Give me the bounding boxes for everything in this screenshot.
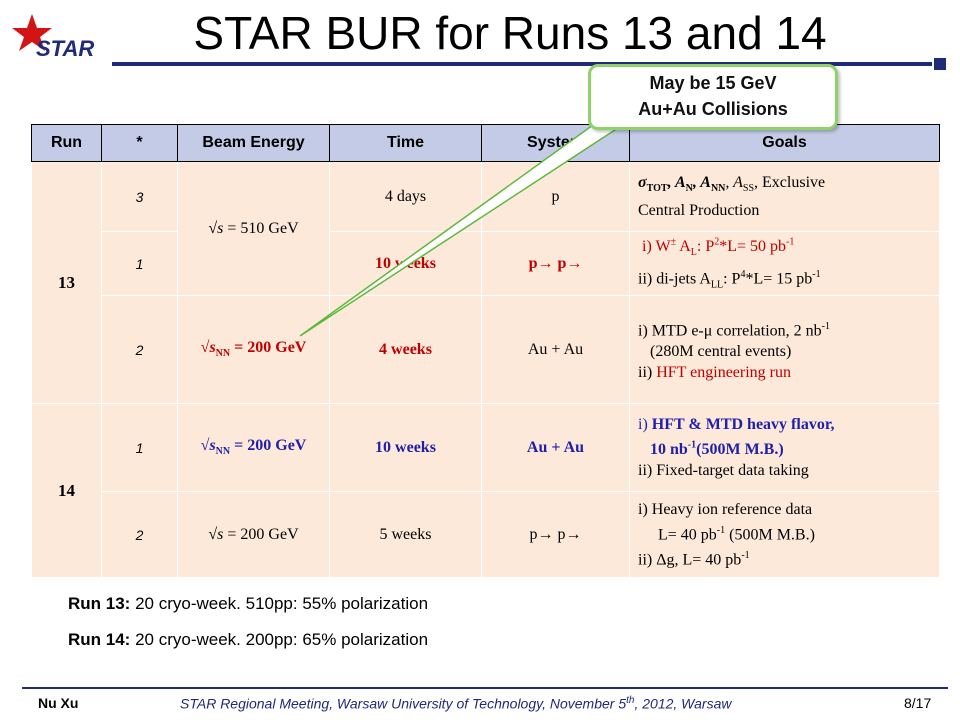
system-cell: p→ p→ (481, 491, 630, 579)
column-header-system: System (481, 124, 630, 162)
priority-cell: 2 (101, 295, 178, 405)
priority-cell: 1 (101, 230, 178, 297)
system-cell: p→ p→ (481, 230, 630, 297)
sqrt-s-symbol: s (201, 339, 215, 357)
table-row: 13 3 s = 510 GeV 4 days p σTOT, AN, ANN,… (31, 160, 940, 405)
time-cell: 10 weeks (329, 403, 482, 493)
time-cell: 5 weeks (329, 491, 482, 579)
callout-box: May be 15 GeV Au+Au Collisions (588, 64, 838, 130)
footer-divider (22, 687, 948, 689)
goals-cell: σTOT, AN, ANN, ASS, Exclusive Central Pr… (629, 161, 940, 232)
goals-cell: i) HFT & MTD heavy flavor, 10 nb-1(500M … (629, 403, 940, 493)
footer-page-number: 8/17 (904, 695, 932, 711)
beam-energy-value: = 510 GeV (227, 219, 299, 237)
title-underline (112, 62, 932, 66)
table-row: 2 sNN = 200 GeV 4 weeks Au + Au i) MTD e… (32, 295, 940, 405)
run-14-note: Run 14: 20 cryo-week. 200pp: 65% polariz… (68, 630, 429, 649)
priority-cell: 2 (101, 491, 178, 579)
table-row: 2 s = 200 GeV 5 weeks p→ p→ i) Heavy ion… (32, 491, 940, 579)
sqrt-s-symbol: s (208, 526, 223, 544)
priority-cell: 3 (101, 161, 178, 232)
column-header-time: Time (329, 124, 482, 162)
goals-cell: i) Heavy ion reference data L= 40 pb-1 (… (629, 491, 940, 579)
time-cell: 4 weeks (329, 295, 482, 405)
callout-line-1: May be 15 GeV (649, 73, 777, 93)
run-plan-table: Run * Beam Energy Time System Goals 13 3… (31, 124, 940, 579)
beam-energy-cell: sNN = 200 GeV (177, 295, 330, 405)
goals-cell: i) MTD e-μ correlation, 2 nb-1 (280M cen… (629, 295, 940, 405)
run-13-note: Run 13: 20 cryo-week. 510pp: 55% polariz… (68, 594, 429, 613)
system-cell: Au + Au (481, 403, 630, 493)
beam-energy-cell: s = 200 GeV (177, 491, 330, 579)
sqrt-s-symbol: s (208, 220, 223, 238)
table-header-row: Run * Beam Energy Time System Goals (31, 124, 940, 162)
table-row: 14 1 sNN = 200 GeV 10 weeks Au + Au i) H… (31, 403, 940, 579)
priority-cell: 1 (101, 403, 178, 493)
beam-energy-cell: s = 510 GeV (177, 160, 330, 297)
run-14-cell: 14 (31, 403, 102, 579)
column-header-beam-energy: Beam Energy (177, 124, 330, 162)
footer-author: Nu Xu (38, 695, 79, 711)
column-header-run: Run (31, 124, 102, 162)
time-cell: 4 days (329, 161, 482, 232)
run-13-cell: 13 (31, 160, 102, 405)
time-cell: 10 weeks (329, 230, 482, 297)
slide-title: STAR BUR for Runs 13 and 14 (193, 7, 827, 59)
system-cell: p (481, 161, 630, 232)
title-underline-square (934, 58, 946, 70)
callout-line-2: Au+Au Collisions (638, 99, 788, 119)
goals-cell: i) W± AL: P2*L= 50 pb-1 ii) di-jets ALL:… (629, 230, 940, 297)
star-logo: STAR (12, 14, 94, 61)
sqrt-s-symbol: s (201, 437, 215, 455)
footer-meeting: STAR Regional Meeting, Warsaw University… (180, 695, 732, 712)
beam-energy-cell: sNN = 200 GeV (177, 403, 330, 493)
logo-text: STAR (36, 36, 94, 61)
table-row: 1 10 weeks p→ p→ i) W± AL: P2*L= 50 pb-1… (32, 230, 940, 297)
column-header-goals: Goals (629, 124, 940, 162)
red-star-icon (12, 14, 52, 51)
system-cell: Au + Au (481, 295, 630, 405)
column-header-priority: * (101, 124, 178, 162)
